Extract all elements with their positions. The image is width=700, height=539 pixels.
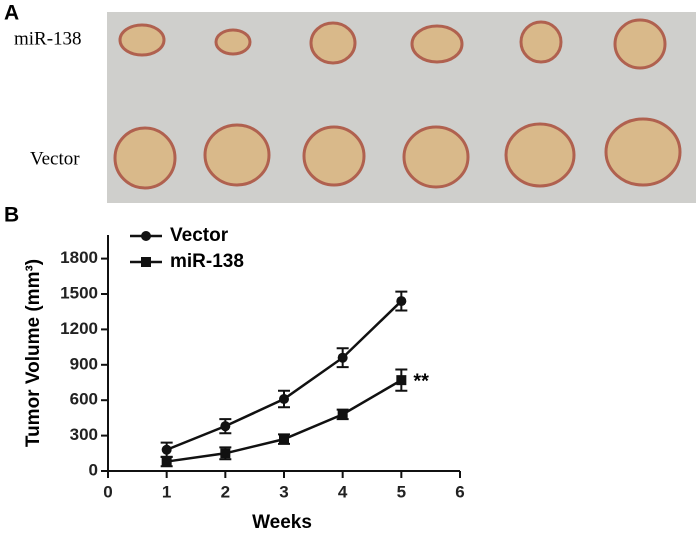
y-tick-label: 1200 xyxy=(60,319,98,338)
row-label: miR-138 xyxy=(14,28,82,49)
legend-label: Vector xyxy=(170,225,229,246)
x-tick-label: 6 xyxy=(455,482,464,501)
data-point xyxy=(279,394,289,405)
tumor-photo xyxy=(113,18,682,190)
data-point xyxy=(220,448,231,459)
data-point xyxy=(279,434,289,445)
x-axis-label: Weeks xyxy=(252,512,312,533)
data-point xyxy=(220,421,231,432)
annotation: ** xyxy=(413,370,429,392)
x-tick-label: 5 xyxy=(397,482,406,501)
x-tick-label: 3 xyxy=(279,482,288,501)
photo-background xyxy=(107,12,696,203)
data-point xyxy=(161,444,172,455)
legend-label: miR-138 xyxy=(170,251,244,272)
panel-label: A xyxy=(4,2,19,25)
data-point xyxy=(396,375,407,386)
data-point xyxy=(161,456,172,467)
y-tick-label: 900 xyxy=(70,354,98,373)
data-point xyxy=(337,352,348,363)
legend-marker xyxy=(141,231,151,241)
row-label: Vector xyxy=(30,148,80,169)
y-tick-label: 300 xyxy=(70,425,98,444)
data-point xyxy=(396,296,407,307)
data-point xyxy=(337,409,348,420)
x-tick-label: 1 xyxy=(162,482,171,501)
x-tick-label: 0 xyxy=(103,482,112,501)
y-axis-label: Tumor Volume (mm³) xyxy=(23,259,44,447)
y-tick-label: 1800 xyxy=(60,248,98,267)
y-tick-label: 1500 xyxy=(60,283,98,302)
panel-label: B xyxy=(4,204,19,227)
y-tick-label: 0 xyxy=(89,460,98,479)
legend-marker xyxy=(141,257,151,267)
y-tick-label: 600 xyxy=(70,390,98,409)
series-line xyxy=(166,300,403,451)
x-tick-label: 2 xyxy=(221,482,230,501)
x-tick-label: 4 xyxy=(338,482,348,501)
